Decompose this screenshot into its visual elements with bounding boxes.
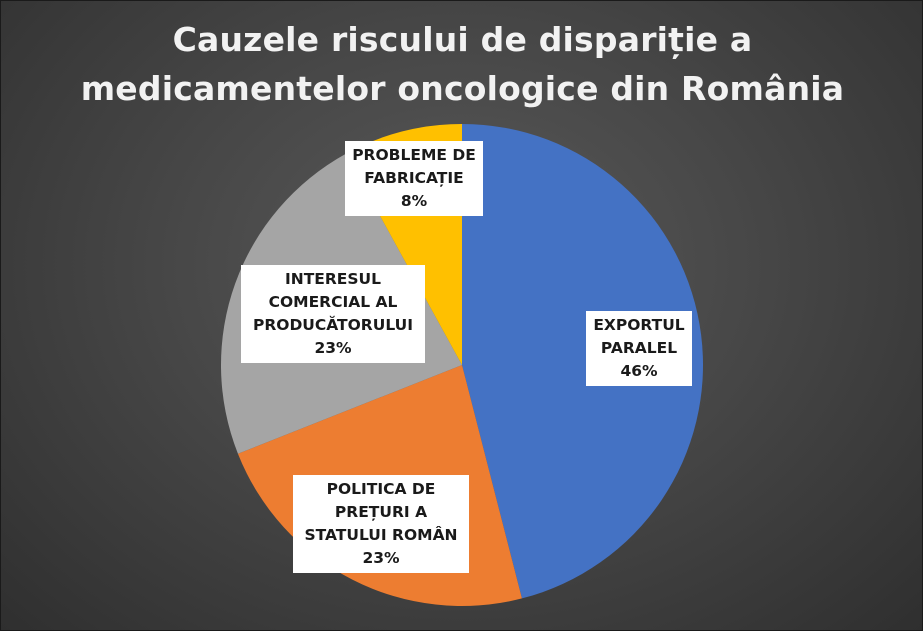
data-label-probleme-fabricatie: PROBLEME DE FABRICAȚIE 8% xyxy=(345,141,483,216)
data-label-politica-preturi-line-3: STATULUI ROMÂN xyxy=(304,526,458,544)
data-label-interesul-comercial-value: 23% xyxy=(314,339,352,357)
pie-slice-exportul-paralel xyxy=(462,124,704,599)
data-label-politica-preturi-value: 23% xyxy=(362,549,400,567)
chart-title: Cauzele riscului de dispariție a medicam… xyxy=(1,15,922,113)
data-label-politica-preturi: POLITICA DE PREȚURI A STATULUI ROMÂN 23% xyxy=(293,475,469,573)
data-label-interesul-comercial-line-3: PRODUCĂTORULUI xyxy=(252,316,414,334)
data-label-probleme-fabricatie-value: 8% xyxy=(400,192,428,210)
data-label-politica-preturi-line-2: PREȚURI A xyxy=(334,503,428,521)
data-label-probleme-fabricatie-line-2: FABRICAȚIE xyxy=(364,169,464,187)
data-label-probleme-fabricatie-line-1: PROBLEME DE xyxy=(352,146,476,164)
data-label-exportul-paralel-line-2: PARALEL xyxy=(600,339,678,357)
data-label-exportul-paralel-line-1: EXPORTUL xyxy=(593,316,685,334)
data-label-exportul-paralel-value: 46% xyxy=(620,362,658,380)
data-label-interesul-comercial: INTERESUL COMERCIAL AL PRODUCĂTORULUI 23… xyxy=(241,265,425,363)
chart-title-line-2: medicamentelor oncologice din România xyxy=(80,69,845,108)
data-label-interesul-comercial-line-2: COMERCIAL AL xyxy=(268,293,398,311)
data-label-exportul-paralel: EXPORTUL PARALEL 46% xyxy=(586,311,692,386)
data-label-interesul-comercial-line-1: INTERESUL xyxy=(284,270,382,288)
data-label-politica-preturi-line-1: POLITICA DE xyxy=(326,480,436,498)
chart-title-line-1: Cauzele riscului de dispariție a xyxy=(172,20,753,59)
